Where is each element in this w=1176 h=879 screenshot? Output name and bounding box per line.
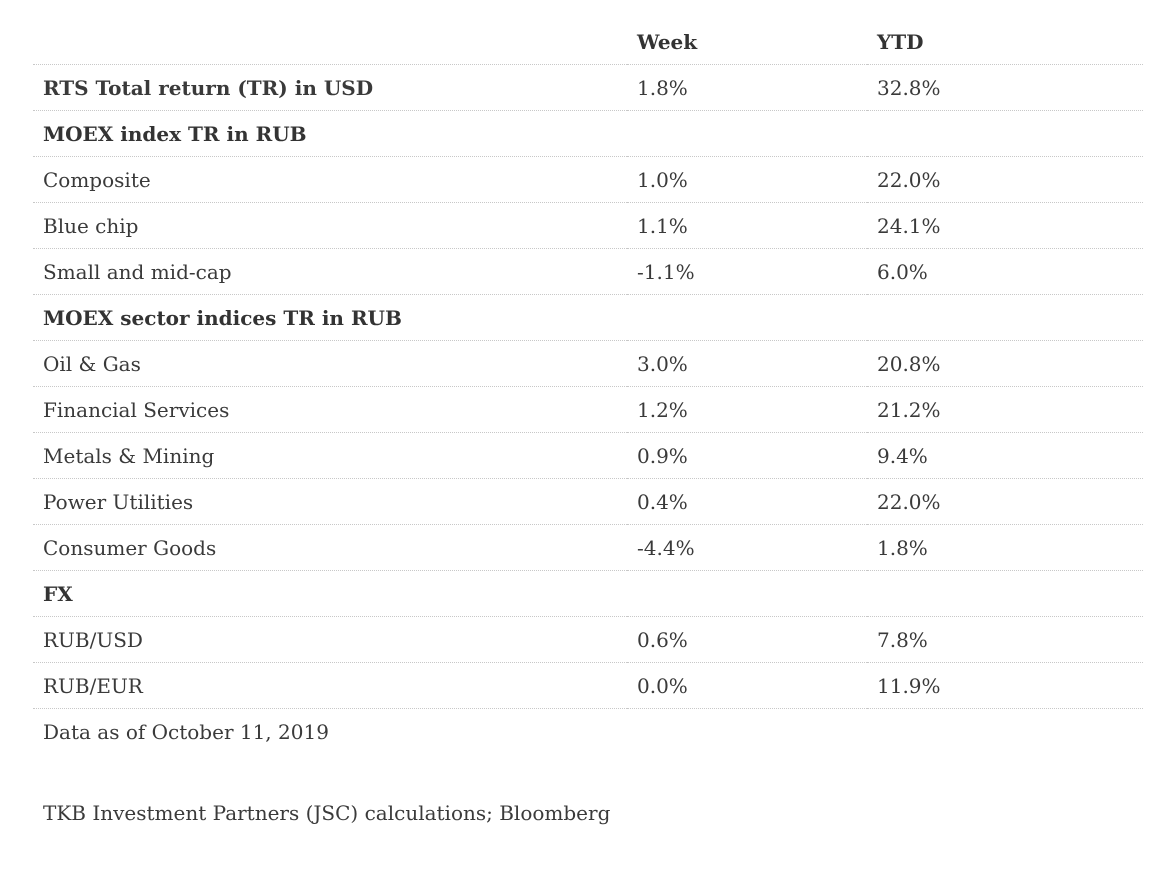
table-row: Consumer Goods -4.4% 1.8%	[33, 524, 1143, 571]
row-label: Financial Services	[33, 386, 627, 433]
table-row: Metals & Mining 0.9% 9.4%	[33, 432, 1143, 479]
row-week-value	[627, 570, 867, 617]
row-ytd-value	[867, 294, 1143, 341]
section-label: MOEX sector indices TR in RUB	[33, 294, 627, 341]
table-row: Power Utilities 0.4% 22.0%	[33, 478, 1143, 525]
row-week-value	[627, 294, 867, 341]
row-label: Consumer Goods	[33, 524, 627, 571]
row-ytd-value: 22.0%	[867, 156, 1143, 203]
row-ytd-value: 24.1%	[867, 202, 1143, 249]
row-week-value: 0.9%	[627, 432, 867, 479]
row-ytd-value: 9.4%	[867, 432, 1143, 479]
row-week-value: 0.0%	[627, 662, 867, 709]
table-row-rts-total-return: RTS Total return (TR) in USD 1.8% 32.8%	[33, 64, 1143, 111]
row-ytd-value: 20.8%	[867, 340, 1143, 387]
row-week-value: 3.0%	[627, 340, 867, 387]
table-row: Composite 1.0% 22.0%	[33, 156, 1143, 203]
row-label: RTS Total return (TR) in USD	[33, 64, 627, 111]
header-ytd: YTD	[867, 19, 1143, 65]
row-week-value: 0.4%	[627, 478, 867, 525]
row-week-value: -1.1%	[627, 248, 867, 295]
row-ytd-value: 7.8%	[867, 616, 1143, 663]
row-ytd-value: 21.2%	[867, 386, 1143, 433]
row-ytd-value: 32.8%	[867, 64, 1143, 111]
section-row-moex-index: MOEX index TR in RUB	[33, 110, 1143, 157]
section-row-fx: FX	[33, 570, 1143, 617]
row-week-value	[627, 110, 867, 157]
row-label: Oil & Gas	[33, 340, 627, 387]
header-label	[33, 19, 627, 65]
row-week-value: 1.1%	[627, 202, 867, 249]
row-ytd-value: 22.0%	[867, 478, 1143, 525]
header-week: Week	[627, 19, 867, 65]
row-ytd-value	[867, 110, 1143, 157]
row-label: Metals & Mining	[33, 432, 627, 479]
table-row: Oil & Gas 3.0% 20.8%	[33, 340, 1143, 387]
table-row: Small and mid-cap -1.1% 6.0%	[33, 248, 1143, 295]
section-row-moex-sector: MOEX sector indices TR in RUB	[33, 294, 1143, 341]
row-ytd-value: 11.9%	[867, 662, 1143, 709]
table-row: RUB/USD 0.6% 7.8%	[33, 616, 1143, 663]
table-header-row: Week YTD	[33, 19, 1143, 65]
returns-table: Week YTD RTS Total return (TR) in USD 1.…	[33, 19, 1143, 709]
row-week-value: 1.2%	[627, 386, 867, 433]
row-label: Power Utilities	[33, 478, 627, 525]
row-label: RUB/USD	[33, 616, 627, 663]
data-as-of-note: Data as of October 11, 2019	[43, 720, 329, 744]
table-row: RUB/EUR 0.0% 11.9%	[33, 662, 1143, 709]
row-label: Blue chip	[33, 202, 627, 249]
row-label: Small and mid-cap	[33, 248, 627, 295]
section-label: MOEX index TR in RUB	[33, 110, 627, 157]
row-week-value: -4.4%	[627, 524, 867, 571]
row-week-value: 1.8%	[627, 64, 867, 111]
source-note: TKB Investment Partners (JSC) calculatio…	[43, 801, 611, 825]
section-label: FX	[33, 570, 627, 617]
row-label: Composite	[33, 156, 627, 203]
row-label: RUB/EUR	[33, 662, 627, 709]
row-ytd-value: 1.8%	[867, 524, 1143, 571]
row-ytd-value	[867, 570, 1143, 617]
table-row: Blue chip 1.1% 24.1%	[33, 202, 1143, 249]
row-ytd-value: 6.0%	[867, 248, 1143, 295]
row-week-value: 1.0%	[627, 156, 867, 203]
table-row: Financial Services 1.2% 21.2%	[33, 386, 1143, 433]
row-week-value: 0.6%	[627, 616, 867, 663]
